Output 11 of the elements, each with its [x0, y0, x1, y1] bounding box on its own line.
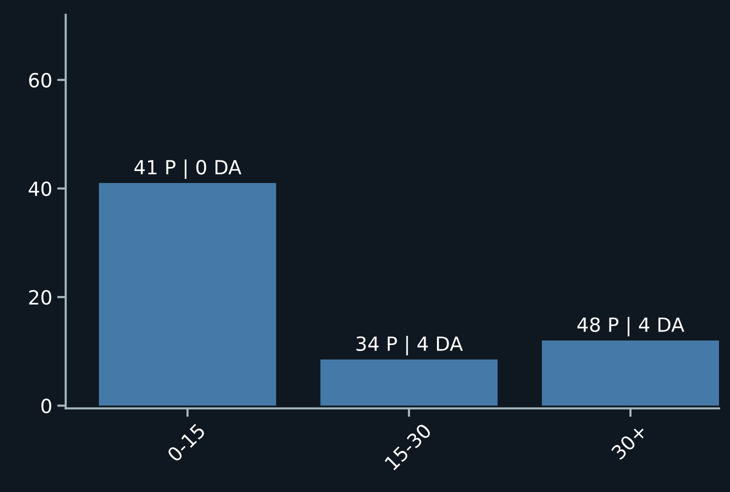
- y-tick-label: 40: [28, 181, 52, 196]
- bar: [542, 340, 720, 406]
- bar: [98, 183, 276, 406]
- y-tick-label: 60: [29, 72, 52, 88]
- annotation: 48 P | 4 DA: [577, 316, 684, 336]
- y-tick-label: 20: [29, 290, 52, 305]
- y-tick-label: 0: [41, 398, 52, 414]
- annotation: 41 P | 0 DA: [134, 159, 242, 179]
- annotation: 34 P | 4 DA: [356, 336, 463, 356]
- bar: [320, 360, 498, 406]
- x-tick-label: 30+: [610, 423, 648, 460]
